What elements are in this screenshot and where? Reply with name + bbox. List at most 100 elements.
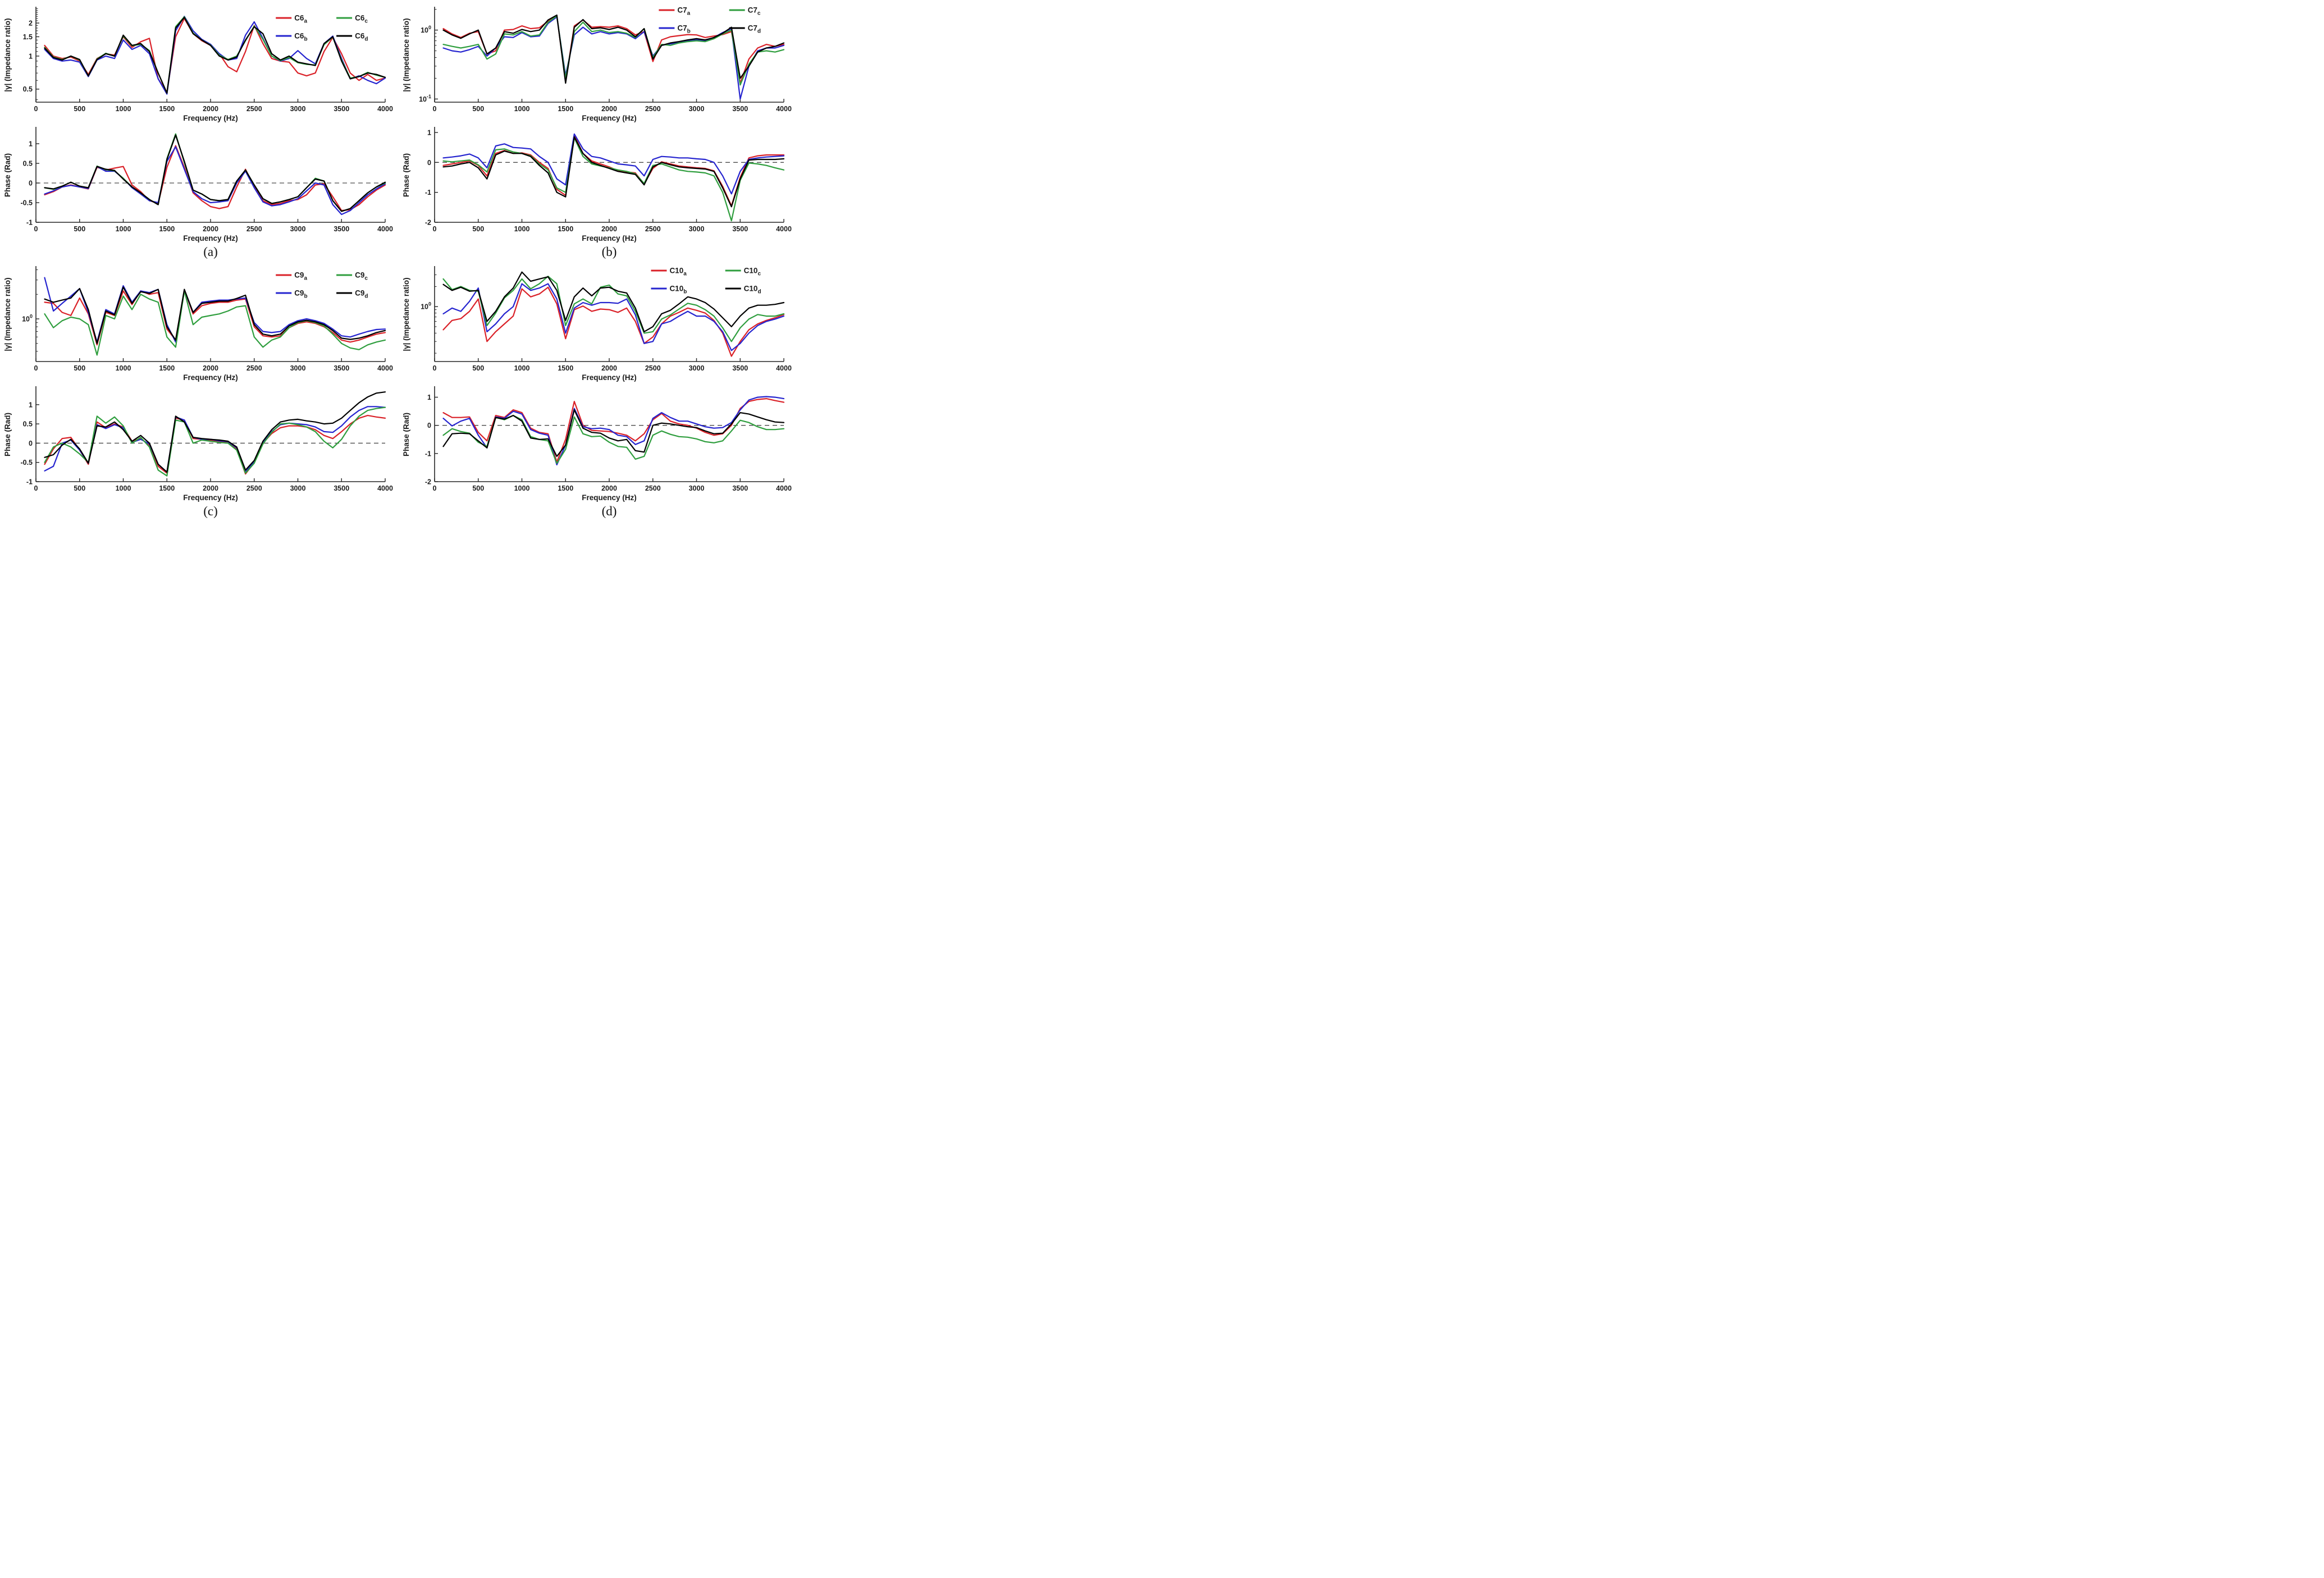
x-tick-label: 1000: [514, 225, 530, 233]
x-tick-label: 1500: [558, 484, 573, 492]
x-tick-label: 2000: [601, 225, 617, 233]
x-tick-label: 2000: [601, 484, 617, 492]
x-tick-label: 500: [472, 364, 484, 372]
x-tick-label: 500: [74, 364, 85, 372]
x-axis-label: Frequency (Hz): [183, 114, 238, 122]
y-tick-label: 1: [29, 140, 33, 148]
x-tick-label: 1000: [116, 364, 131, 372]
x-tick-label: 3000: [689, 484, 705, 492]
x-tick-label: 4000: [377, 364, 393, 372]
chart-c6-magnitude: 0 500 1000 1500 2000 2500 3000 3500 4000 0.5 1 1.5 2…: [2, 3, 393, 124]
figure-impedance-ratio-panels: 0 500 1000 1500 2000 2500 3000 3500 4000 0.5 1 1.5 2…: [0, 0, 794, 524]
y-tick-label: -0.5: [20, 199, 33, 207]
y-tick-label: 100: [421, 25, 431, 34]
series-C6d: [44, 16, 386, 94]
series-C7b: [442, 133, 785, 195]
y-axis-label: |γ| (Impedance ratio): [402, 18, 410, 92]
panel-caption-b: (b): [401, 244, 792, 262]
y-tick-label: 1: [427, 394, 431, 401]
x-tick-label: 3000: [689, 105, 705, 113]
x-tick-label: 1500: [558, 105, 573, 113]
y-axis-label: Phase (Rad): [3, 153, 12, 197]
series-C10b: [442, 283, 785, 351]
legend-label-C10a: C10a: [669, 267, 687, 277]
series-C6b: [44, 16, 386, 95]
y-tick-label: -1: [425, 189, 431, 196]
series-C7a: [442, 135, 785, 207]
legend-label-C9b: C9b: [294, 289, 307, 300]
x-tick-label: 2500: [246, 105, 262, 113]
x-tick-label: 4000: [776, 225, 792, 233]
x-tick-label: 1500: [558, 364, 573, 372]
x-tick-label: 3000: [689, 364, 705, 372]
panel-d: 0 500 1000 1500 2000 2500 3000 3500 4000 100 |γ| (…: [401, 263, 792, 521]
x-axis-label: Frequency (Hz): [582, 234, 637, 243]
x-axis-label: Frequency (Hz): [582, 373, 637, 382]
y-axis-label: |γ| (Impedance ratio): [3, 277, 12, 351]
y-tick-label: 0: [29, 440, 33, 447]
x-tick-label: 0: [34, 364, 38, 372]
legend-label-C10c: C10c: [744, 267, 761, 277]
y-tick-label: 0: [427, 159, 431, 167]
series-C10b: [442, 396, 785, 465]
x-tick-label: 3000: [290, 105, 306, 113]
series-C7b: [442, 16, 785, 100]
series-C9c: [44, 290, 386, 356]
x-tick-label: 3000: [689, 225, 705, 233]
x-tick-label: 1500: [159, 105, 175, 113]
x-axis-label: Frequency (Hz): [582, 493, 637, 502]
legend-label-C7d: C7d: [748, 24, 761, 35]
x-tick-label: 3000: [290, 484, 306, 492]
y-tick-label: 10-1: [419, 94, 431, 103]
legend: C9a C9b C9c C9d: [276, 271, 368, 300]
x-tick-label: 3500: [732, 364, 748, 372]
panel-c: 0 500 1000 1500 2000 2500 3000 3500 4000 100 |γ| (…: [2, 263, 393, 521]
panel-caption-a: (a): [2, 244, 393, 262]
x-tick-label: 1500: [159, 225, 175, 233]
x-tick-label: 3500: [732, 105, 748, 113]
x-tick-label: 1500: [159, 484, 175, 492]
x-tick-label: 500: [74, 484, 85, 492]
series-C9c: [44, 406, 386, 477]
x-tick-label: 1000: [116, 225, 131, 233]
chart-c9-magnitude: 0 500 1000 1500 2000 2500 3000 3500 4000 100 |γ| (…: [2, 263, 393, 383]
x-tick-label: 4000: [377, 105, 393, 113]
y-tick-label: 0: [427, 422, 431, 429]
y-tick-label: 0: [29, 180, 33, 187]
x-tick-label: 1000: [514, 105, 530, 113]
x-tick-label: 2000: [203, 484, 218, 492]
panel-b: 0 500 1000 1500 2000 2500 3000 3500 4000 100 10-1 |…: [401, 3, 792, 262]
series-C6a: [44, 145, 386, 212]
series-C10d: [442, 409, 785, 457]
x-tick-label: 1000: [116, 105, 131, 113]
axes: 0 500 1000 1500 2000 2500 3000 3500 4000 -1 -0.5 0 0…: [20, 127, 393, 233]
x-tick-label: 2500: [645, 484, 661, 492]
legend-label-C6a: C6a: [294, 14, 307, 25]
x-tick-label: 3500: [334, 225, 349, 233]
legend-label-C9a: C9a: [294, 271, 307, 282]
x-tick-label: 1500: [159, 364, 175, 372]
legend-label-C6d: C6d: [355, 32, 368, 43]
x-tick-label: 2500: [645, 105, 661, 113]
chart-c9-phase: 0 500 1000 1500 2000 2500 3000 3500 4000 -1 -0.5 0 0…: [2, 383, 393, 503]
legend-label-C9d: C9d: [355, 289, 368, 300]
axes: 0 500 1000 1500 2000 2500 3000 3500 4000 -2 -1 0 1: [425, 127, 792, 233]
x-axis-label: Frequency (Hz): [183, 234, 238, 243]
y-tick-label: 1: [427, 129, 431, 137]
legend: C7a C7b C7c C7d: [659, 6, 761, 35]
y-tick-label: -1: [425, 450, 431, 458]
y-axis-label: Phase (Rad): [3, 413, 12, 456]
x-tick-label: 4000: [776, 484, 792, 492]
x-axis-label: Frequency (Hz): [183, 373, 238, 382]
x-tick-label: 4000: [776, 105, 792, 113]
series-C7c: [442, 137, 785, 222]
x-tick-label: 4000: [377, 484, 393, 492]
series-C7d: [442, 136, 785, 208]
y-tick-label: 2: [29, 20, 33, 28]
caption-text-c: (c): [203, 504, 218, 518]
x-tick-label: 500: [74, 225, 85, 233]
x-tick-label: 2000: [203, 364, 218, 372]
chart-c7-magnitude-svg: 0 500 1000 1500 2000 2500 3000 3500 4000 100 10-1 |…: [402, 6, 792, 123]
x-tick-label: 2000: [203, 105, 218, 113]
series-C6d: [44, 134, 386, 212]
